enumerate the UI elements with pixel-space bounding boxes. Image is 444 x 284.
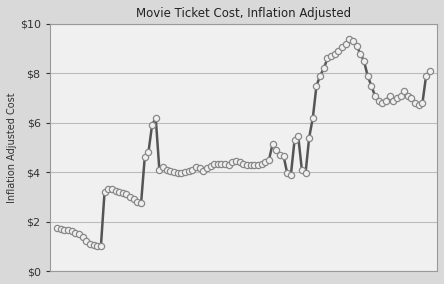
Y-axis label: Inflation Adjusted Cost: Inflation Adjusted Cost xyxy=(7,92,17,203)
Title: Movie Ticket Cost, Inflation Adjusted: Movie Ticket Cost, Inflation Adjusted xyxy=(136,7,351,20)
